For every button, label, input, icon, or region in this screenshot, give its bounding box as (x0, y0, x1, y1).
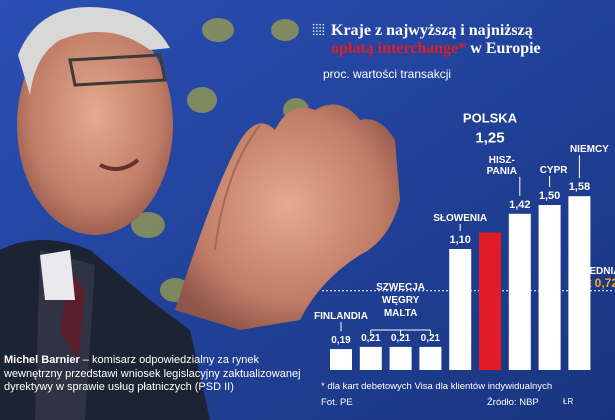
bar-3 (419, 346, 442, 370)
title-highlight: opłatą interchange* (331, 40, 467, 57)
bar-6 (508, 213, 531, 370)
photo-credit: Fot. PE (321, 397, 353, 408)
grid-dots-icon (312, 23, 325, 36)
bar-8 (568, 196, 591, 370)
value-label-0: 0,19 (331, 335, 351, 346)
bar-0 (330, 349, 352, 370)
bar-5 (479, 232, 501, 370)
category-label-0: FINLANDIA (314, 311, 368, 322)
category-label-8: NIEMCY (570, 144, 609, 155)
corner-mark: ŁR (563, 397, 574, 406)
value-label-4: 1,10 (449, 234, 470, 246)
bar-7 (538, 205, 561, 370)
value-label-8: 1,58 (569, 181, 590, 193)
footnote: * dla kart debetowych Visa dla klientów … (321, 381, 553, 392)
value-label-2: 0,21 (391, 333, 411, 344)
title-line-1: Kraje z najwyższą i najniższą (331, 22, 533, 39)
value-label-1: 0,21 (361, 333, 381, 344)
value-label-7: 1,50 (539, 190, 560, 202)
group-label-1: WĘGRY (382, 295, 420, 306)
category-label-4: SŁOWENIA (433, 213, 487, 224)
bar-1 (359, 346, 382, 370)
chart-subtitle: proc. wartości transakcji (323, 67, 452, 81)
category-label-5: POLSKA (463, 111, 518, 126)
category-label-6-1: PANIA (487, 166, 517, 177)
category-label-6-0: HISZ- (489, 155, 515, 166)
source-note: Źródło: NBP (487, 397, 539, 408)
chart-title: Kraje z najwyższą i najniższą opłatą int… (312, 22, 608, 58)
group-label-0: SZWECJA (376, 282, 425, 293)
speaker-figure (0, 6, 400, 420)
group-label-2: MALTA (384, 308, 418, 319)
bar-2 (389, 346, 412, 370)
value-label-3: 0,21 (421, 333, 441, 344)
value-label-6: 1,42 (509, 199, 530, 211)
bar-4 (449, 249, 472, 370)
value-label-5: 1,25 (475, 130, 504, 147)
caption-name: Michel Barnier (4, 354, 80, 366)
title-line-2-rest: w Europie (466, 40, 541, 57)
category-label-7: CYPR (540, 165, 569, 176)
caption-text: – komisarz odpowiedzialny za rynek wewnę… (4, 354, 301, 393)
photo-caption: Michel Barnier – komisarz odpowiedzialny… (4, 354, 304, 395)
